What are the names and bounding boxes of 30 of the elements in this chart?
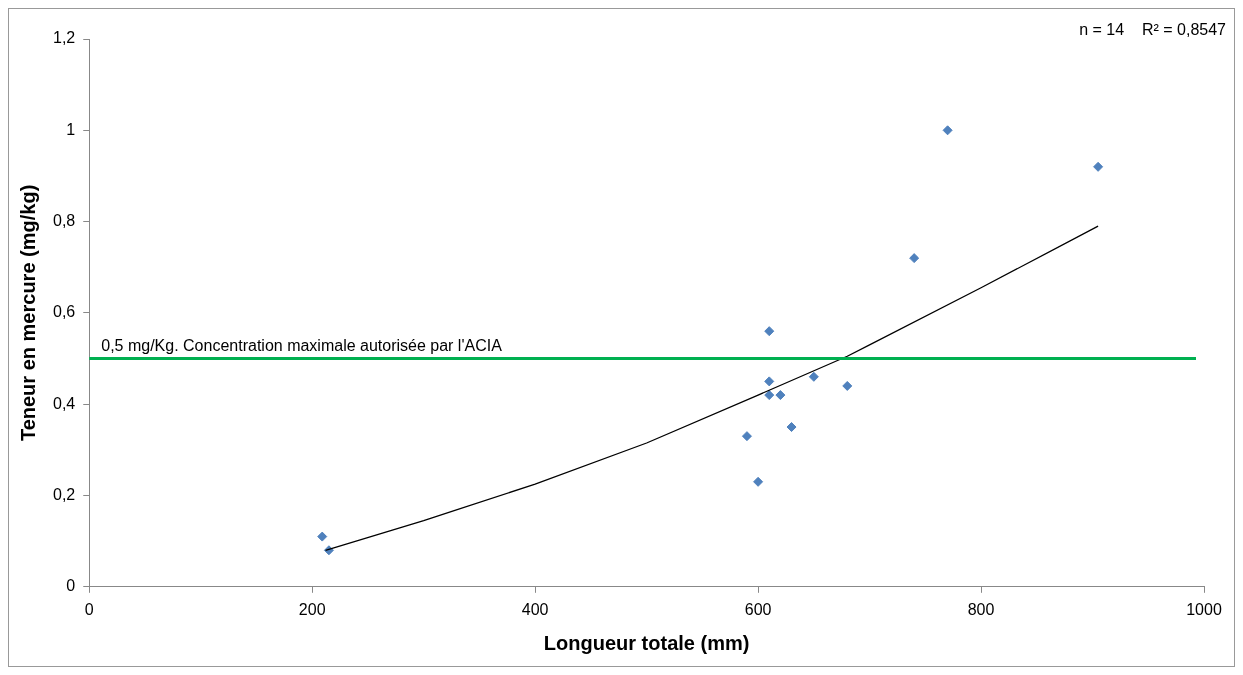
y-tick-label: 0,4 [52,394,76,412]
point [1093,161,1104,172]
y-tick-label: 1,2 [52,29,76,47]
x-tick-label: 200 [298,600,326,618]
y-axis-title: Teneur en mercure (mg/kg) [16,184,39,442]
text: n = 14 R² = 0,8547 [1079,21,1227,39]
y-tick-label: 0,6 [52,303,76,321]
point [764,376,775,387]
y-tick-label: 1 [66,120,76,138]
point [786,422,797,433]
y-tick-label: 0,2 [52,485,76,503]
x-tick-label: 0 [84,600,94,618]
point [764,326,775,337]
x-tick-label: 400 [521,600,549,618]
point [317,531,328,542]
point [753,476,764,487]
point [741,431,752,442]
x-tick-label: 1000 [1186,600,1222,618]
point [909,253,920,264]
y-tick-label: 0 [66,577,76,595]
point [775,390,786,401]
x-tick-label: 600 [744,600,772,618]
point [764,390,775,401]
ref-line-label: 0,5 mg/Kg. Concentration maximale autorisée par l'ACIA [101,336,503,354]
point [808,371,819,382]
y-tick-label: 0,8 [52,212,76,230]
point [842,380,853,391]
x-tick-label: 800 [967,600,995,618]
point [942,125,953,136]
x-axis-title: Longueur totale (mm) [543,631,750,654]
